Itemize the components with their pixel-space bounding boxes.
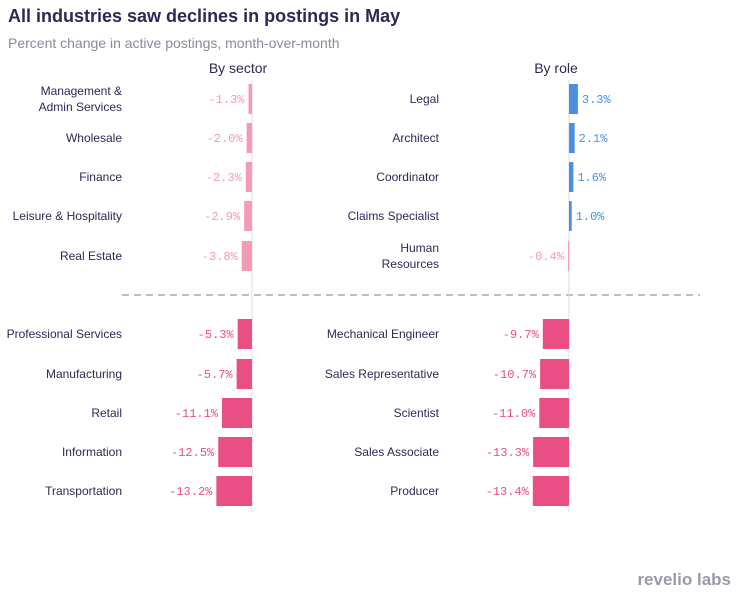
role-bar — [542, 319, 569, 349]
sector-value-label: -1.3% — [208, 93, 245, 107]
sector-value-label: -13.2% — [169, 485, 213, 499]
chart-subtitle: Percent change in active postings, month… — [8, 35, 340, 51]
role-category-label: Resources — [382, 257, 439, 271]
sector-bar — [246, 123, 252, 153]
sector-value-label: -3.8% — [202, 250, 239, 264]
role-category-label: Coordinator — [376, 170, 439, 184]
role-value-label: -13.3% — [486, 446, 530, 460]
sector-category-label: Management & — [41, 84, 122, 98]
role-category-label: Claims Specialist — [348, 209, 440, 223]
sector-category-label: Manufacturing — [46, 367, 122, 381]
sector-category-label: Leisure & Hospitality — [13, 209, 122, 223]
role-value-label: -10.7% — [493, 368, 537, 382]
sector-panel-title: By sector — [209, 60, 268, 76]
sector-category-label: Professional Services — [7, 327, 122, 341]
role-category-label: Legal — [410, 92, 439, 106]
role-value-label: 2.1% — [579, 132, 609, 146]
sector-category-label: Real Estate — [60, 249, 122, 263]
role-bar — [569, 162, 574, 192]
sector-category-label: Information — [62, 445, 122, 459]
sector-value-label: -5.7% — [197, 368, 234, 382]
sector-category-label: Admin Services — [39, 100, 122, 114]
role-value-label: 1.0% — [576, 210, 606, 224]
sector-category-label: Wholesale — [66, 131, 122, 145]
role-value-label: 3.3% — [582, 93, 612, 107]
role-value-label: 1.6% — [577, 171, 607, 185]
role-bar — [540, 359, 569, 389]
sector-value-label: -5.3% — [198, 328, 235, 342]
role-category-label: Architect — [392, 131, 439, 145]
role-value-label: -13.4% — [486, 485, 530, 499]
chart-title: All industries saw declines in postings … — [8, 6, 401, 26]
sector-category-label: Finance — [79, 170, 122, 184]
role-bar — [533, 437, 569, 467]
sector-value-label: -2.9% — [204, 210, 241, 224]
role-bar — [569, 123, 575, 153]
role-category-label: Human — [400, 241, 439, 255]
sector-value-label: -11.1% — [175, 407, 219, 421]
revelio-labs-logo: revelio labs — [637, 570, 731, 589]
role-bar — [539, 398, 569, 428]
sector-bar — [222, 398, 252, 428]
role-category-label: Producer — [390, 484, 439, 498]
sector-bar — [241, 241, 252, 271]
role-bar — [569, 201, 572, 231]
role-category-label: Scientist — [394, 406, 440, 420]
sector-category-label: Retail — [91, 406, 122, 420]
role-category-label: Mechanical Engineer — [327, 327, 439, 341]
sector-value-label: -12.5% — [171, 446, 215, 460]
role-value-label: -0.4% — [528, 250, 565, 264]
sector-bar — [244, 201, 252, 231]
role-panel-title: By role — [534, 60, 578, 76]
sector-bar — [248, 84, 252, 114]
sector-bar — [236, 359, 252, 389]
sector-bar — [237, 319, 252, 349]
sector-value-label: -2.3% — [206, 171, 243, 185]
role-value-label: -9.7% — [503, 328, 540, 342]
sector-bar — [216, 476, 252, 506]
sector-value-label: -2.0% — [207, 132, 244, 146]
sector-bar — [218, 437, 252, 467]
sector-category-label: Transportation — [45, 484, 122, 498]
role-bar — [567, 241, 569, 271]
role-bar — [532, 476, 569, 506]
role-category-label: Sales Representative — [325, 367, 439, 381]
sector-bar — [245, 162, 252, 192]
role-bar — [569, 84, 578, 114]
role-value-label: -11.0% — [492, 407, 536, 421]
role-category-label: Sales Associate — [354, 445, 439, 459]
